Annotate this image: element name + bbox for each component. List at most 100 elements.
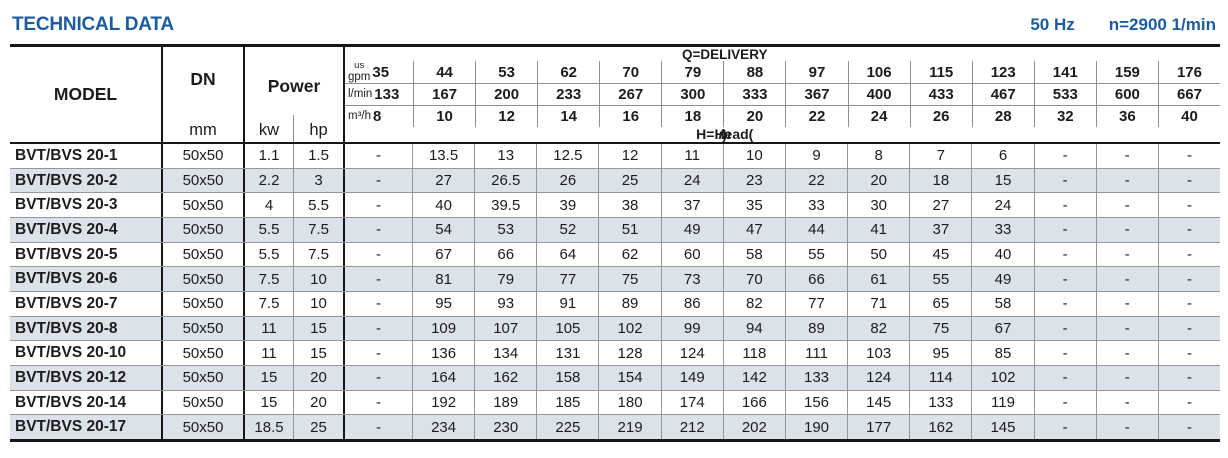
head-value-cell: - xyxy=(1097,242,1159,267)
head-value-cell: 73 xyxy=(662,267,724,292)
head-value-cell: 107 xyxy=(475,316,538,341)
head-value-cell: 71 xyxy=(848,292,911,316)
head-value-cell: 24 xyxy=(972,193,1035,218)
head-value-cell: 6 xyxy=(972,144,1035,168)
dn-cell: 50x50 xyxy=(163,292,245,316)
technical-data-table: MODEL DN mm Power kw hp Q=DELIVERY us gpm… xyxy=(10,44,1220,442)
head-value-cell: - xyxy=(1186,394,1192,412)
head-value-cell: - xyxy=(1035,218,1097,242)
table-row: BVT/BVS 20-5 50x50 5.5 7.5-67 66 64 62 60 58 55 50… xyxy=(10,241,1220,267)
kw-cell: 11 xyxy=(245,341,294,366)
delivery-header-value: 14 xyxy=(537,106,599,127)
model-cell: BVT/BVS 20-3 xyxy=(10,193,163,218)
hp-cell: 5.5 xyxy=(294,193,345,218)
kw-cell: 11 xyxy=(245,316,294,341)
unit-label: m³/h xyxy=(348,110,371,122)
head-value-cell: 145 xyxy=(848,390,911,415)
head-value-cell: 158 xyxy=(537,366,600,390)
dn-label: DN xyxy=(190,69,216,89)
head-value-cell: - xyxy=(1097,390,1159,415)
operating-conditions: 50 Hz n=2900 1/min xyxy=(1030,15,1216,35)
hp-cell: 3 xyxy=(294,168,345,193)
head-value-cell: 26 xyxy=(537,168,600,193)
hp-cell: 10 xyxy=(294,292,345,316)
dn-cell: 50x50 xyxy=(163,267,245,292)
head-value-cell: 119 xyxy=(972,390,1035,415)
column-header-delivery: Q=DELIVERY us gpm 35 44 53 62 70 79 88 97 106 115 12… xyxy=(345,47,1220,142)
model-cell: BVT/BVS 20-10 xyxy=(10,341,163,366)
head-value-cell: 95 xyxy=(910,341,973,366)
delivery-header-value: 97 xyxy=(785,61,847,83)
dn-cell: 50x50 xyxy=(163,316,245,341)
delivery-unit-cell: us gpm 35 xyxy=(345,61,413,83)
head-value-cell: - xyxy=(1097,168,1159,193)
delivery-header-value: 28 xyxy=(971,106,1034,127)
head-value-cell: 18 xyxy=(910,168,973,193)
head-value-cell: - xyxy=(1097,316,1159,341)
head-value-cell: 47 xyxy=(724,218,786,242)
head-value-cell: 50 xyxy=(848,242,911,267)
head-value-cell: - xyxy=(345,415,413,440)
head-value-cell: - xyxy=(1097,144,1159,168)
table-row: BVT/BVS 20-10 50x50 11 15-136 134 131 128 124 11… xyxy=(10,340,1220,366)
head-value-cell: - xyxy=(1186,246,1192,264)
delivery-header-value: 26 xyxy=(909,106,972,127)
unit-label: l/min xyxy=(348,88,372,100)
column-header-dn: DN mm xyxy=(163,47,245,142)
dn-cell: 50x50 xyxy=(163,341,245,366)
table-header: MODEL DN mm Power kw hp Q=DELIVERY us gpm… xyxy=(10,47,1220,144)
head-value-cell: 81 xyxy=(413,267,476,292)
kw-cell: 2.2 xyxy=(245,168,294,193)
delivery-header-value: 433 xyxy=(909,84,972,105)
head-value-cell: 94 xyxy=(724,316,786,341)
head-value-cell: 33 xyxy=(972,218,1035,242)
model-cell: BVT/BVS 20-7 xyxy=(10,292,163,316)
head-value-cell: - xyxy=(1097,267,1159,292)
head-value-cell: 37 xyxy=(910,218,973,242)
head-value-cell: 55 xyxy=(786,242,849,267)
head-value-cell: 174 xyxy=(662,390,724,415)
head-value-cell: - xyxy=(1186,270,1192,288)
frequency-value: 50 Hz xyxy=(1030,15,1075,34)
dn-cell: 50x50 xyxy=(163,193,245,218)
model-cell: BVT/BVS 20-14 xyxy=(10,390,163,415)
delivery-unit-cell: l/min 133 xyxy=(345,84,413,105)
kw-cell: 1.1 xyxy=(245,144,294,168)
kw-cell: 5.5 xyxy=(245,242,294,267)
head-value-cell: 82 xyxy=(724,292,786,316)
head-value-cell: 89 xyxy=(786,316,849,341)
delivery-header-value: 53 xyxy=(475,61,537,83)
delivery-unit-cell: m³/h 8 xyxy=(345,106,413,127)
head-value-cell: - xyxy=(1035,341,1097,366)
head-value-cell: 89 xyxy=(599,292,662,316)
head-value-cell: 24 xyxy=(662,168,724,193)
head-title-row: H=Head(m) xyxy=(345,126,1220,142)
head-value-cell: - xyxy=(1186,344,1192,362)
table-row: BVT/BVS 20-12 50x50 15 20-164 162 158 154 149 14… xyxy=(10,365,1220,390)
head-value-cell: 133 xyxy=(910,390,973,415)
head-value-cell: 118 xyxy=(724,341,786,366)
delivery-title-row: Q=DELIVERY xyxy=(345,47,1220,62)
delivery-header-value: 35 xyxy=(372,63,390,81)
column-header-model: MODEL xyxy=(10,47,163,142)
head-value-cell: - xyxy=(1035,144,1097,168)
table-row: BVT/BVS 20-8 50x50 11 15-109 107 105 102 99 94 89… xyxy=(10,315,1220,341)
delivery-header-value: 12 xyxy=(475,106,537,127)
delivery-header-value: 200 xyxy=(475,84,537,105)
delivery-header-value: 533 xyxy=(1033,84,1096,105)
delivery-header-value: 40 xyxy=(1157,106,1220,127)
model-cell: BVT/BVS 20-1 xyxy=(10,144,163,168)
head-value-cell: 154 xyxy=(599,366,662,390)
head-value-cell: 162 xyxy=(475,366,538,390)
head-value-cell: - xyxy=(1186,418,1192,436)
head-value-cell: 12.5 xyxy=(537,144,600,168)
head-value-cell: 51 xyxy=(599,218,662,242)
head-value-cell: 66 xyxy=(475,242,538,267)
head-value-cell: 145 xyxy=(972,415,1035,440)
head-value-cell: 124 xyxy=(848,366,911,390)
head-value-cell: 20 xyxy=(848,168,911,193)
head-value-cell: 85 xyxy=(972,341,1035,366)
head-value-cell: 23 xyxy=(724,168,786,193)
head-value-cell: - xyxy=(1035,267,1097,292)
delivery-unit-row: m³/h 8 10 12 14 16 18 20 22 24 26 28 32 36 40 xyxy=(345,105,1220,127)
